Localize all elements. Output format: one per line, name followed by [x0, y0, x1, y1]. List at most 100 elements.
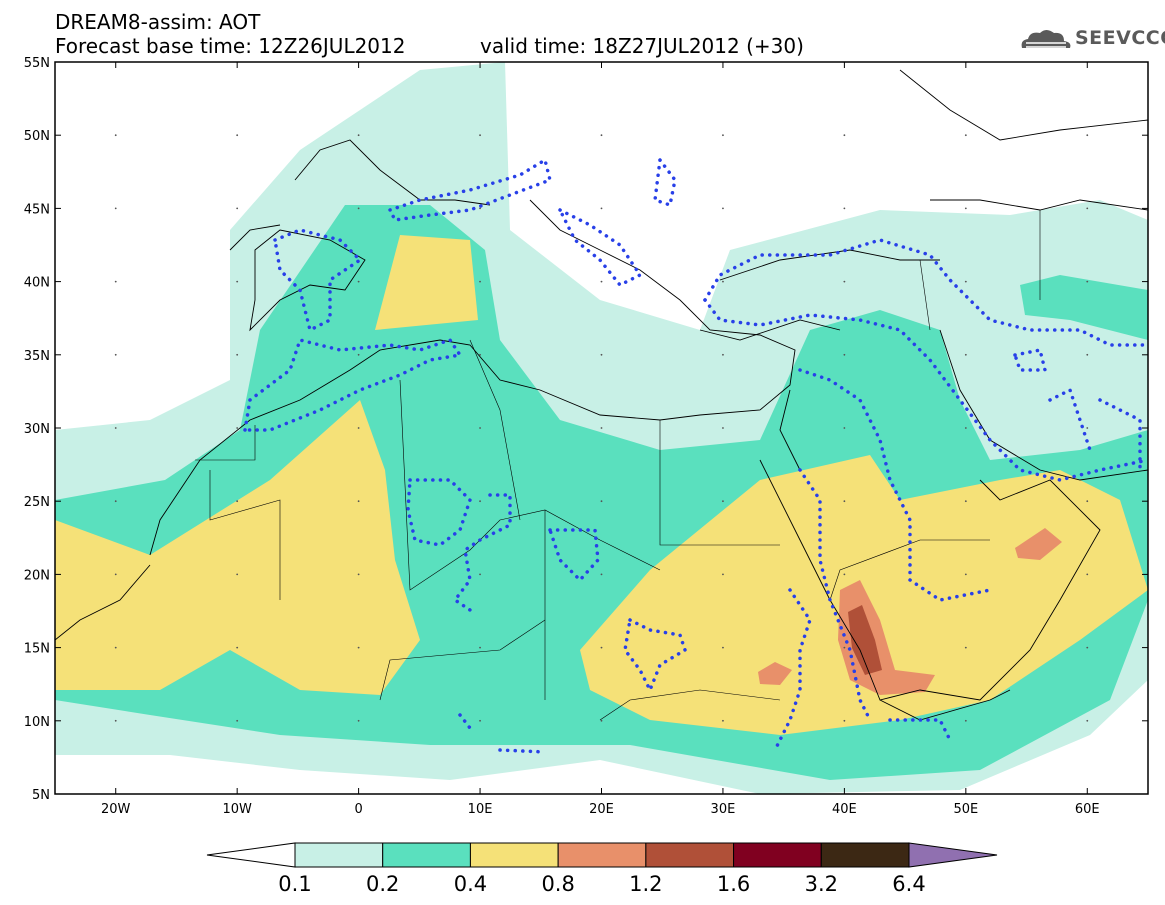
lat-label: 25N — [24, 495, 50, 510]
grid-dot — [1086, 353, 1089, 356]
grid-dot — [357, 280, 360, 283]
grid-dot — [722, 646, 724, 649]
cloud-icon — [1021, 30, 1071, 48]
colorbar-swatch — [469, 842, 559, 868]
aot-band-0.8-sudan — [758, 662, 792, 685]
grid-dot — [600, 719, 603, 722]
grid-dot — [722, 427, 724, 429]
grid-dot — [964, 353, 967, 356]
aot-field — [55, 62, 1148, 794]
colorbar — [206, 842, 998, 868]
lon-label: 50E — [953, 802, 978, 817]
colorbar-label: 1.2 — [629, 872, 663, 896]
grid-dot — [357, 646, 360, 649]
grid-dot — [722, 500, 724, 503]
lat-label: 50N — [24, 129, 50, 144]
grid-dot — [1086, 280, 1089, 283]
grid-dot — [964, 646, 967, 649]
grid-dot — [479, 353, 481, 356]
colorbar-over-arrow — [908, 842, 998, 868]
forecast-base-time: Forecast base time: 12Z26JUL2012 — [55, 34, 406, 58]
lon-label: 0 — [354, 802, 362, 817]
grid-dot — [357, 500, 360, 503]
grid-dot — [843, 427, 846, 429]
grid-dot — [964, 280, 967, 283]
grid-dot — [479, 646, 481, 649]
grid-dot — [600, 353, 603, 356]
colorbar-swatch — [820, 842, 910, 868]
grid-dot — [1086, 573, 1089, 576]
borders — [195, 210, 1041, 721]
grid-dot — [236, 646, 239, 649]
lat-label: 35N — [24, 349, 50, 364]
grid-dot — [1086, 427, 1089, 429]
grid-dot — [843, 646, 846, 649]
colorbar-label: 0.1 — [278, 872, 312, 896]
dotted-contours — [242, 155, 1148, 754]
aot-band-0.4 — [55, 400, 420, 695]
grid-dot — [600, 207, 603, 210]
grid-dot — [357, 353, 360, 356]
grid-dot — [722, 353, 724, 356]
grid-dot — [357, 719, 360, 722]
grid-dot — [600, 646, 603, 649]
lon-label: 30E — [711, 802, 736, 817]
grid-dot — [114, 427, 117, 429]
grid-dot — [236, 573, 239, 576]
grid-dot — [236, 280, 239, 283]
grid-dot — [722, 134, 724, 137]
grid-dot — [964, 573, 967, 576]
grid-dot — [722, 573, 724, 576]
grid-dot — [236, 719, 239, 722]
grid-dot — [600, 500, 603, 503]
aot-band-0.2-east — [1020, 275, 1148, 340]
lon-label: 10W — [222, 802, 252, 817]
lon-label: 60E — [1075, 802, 1100, 817]
grid-dot — [236, 134, 239, 137]
grid-dot — [479, 500, 481, 503]
lat-label: 40N — [24, 276, 50, 291]
colorbar-swatch — [733, 842, 822, 868]
grid-dot — [843, 353, 846, 356]
logo-text: SEEVCCC — [1075, 27, 1165, 49]
colorbar-label: 3.2 — [804, 872, 838, 896]
grid-dot — [1086, 134, 1089, 137]
colorbar-swatch — [645, 842, 735, 868]
grid-dot — [964, 207, 967, 210]
grid-dot — [964, 500, 967, 503]
grid-dot — [600, 134, 603, 137]
lat-label: 10N — [24, 715, 50, 730]
axis-ticks: 55N 50N 45N 40N 35N 30N 25N 20N 15N 10N 5N 20W 10W 0 1… — [24, 56, 1148, 817]
grid-dot — [357, 207, 360, 210]
grid-dot — [479, 719, 481, 722]
lon-label: 20E — [589, 802, 614, 817]
grid-dot — [114, 207, 117, 210]
grid-dot — [1086, 719, 1089, 722]
lat-label: 15N — [24, 642, 50, 657]
grid-dot — [722, 280, 724, 283]
grid-dot — [236, 353, 239, 356]
grid-dot — [114, 353, 117, 356]
grid-dot — [236, 207, 239, 210]
grid-dot — [843, 207, 846, 210]
grid-dot — [964, 427, 967, 429]
grid-dot — [479, 427, 481, 429]
grid-dot — [600, 280, 603, 283]
grid-dot — [357, 427, 360, 429]
colorbar-label: 0.8 — [541, 872, 575, 896]
grid-dot — [114, 719, 117, 722]
grid-dot — [357, 573, 360, 576]
lat-label: 55N — [24, 56, 50, 71]
aot-band-0.8-oman — [1015, 528, 1062, 560]
valid-time: valid time: 18Z27JUL2012 (+30) — [480, 34, 804, 58]
lat-label: 5N — [32, 788, 50, 803]
grid-dot — [479, 134, 481, 137]
colorbar-label: 0.4 — [453, 872, 488, 896]
grid-dot — [114, 646, 117, 649]
colorbar-label: 1.6 — [716, 872, 751, 896]
grid-dot — [114, 134, 117, 137]
grid-dot — [843, 280, 846, 283]
grid-dot — [479, 280, 481, 283]
colorbar-label: 0.2 — [366, 872, 400, 896]
